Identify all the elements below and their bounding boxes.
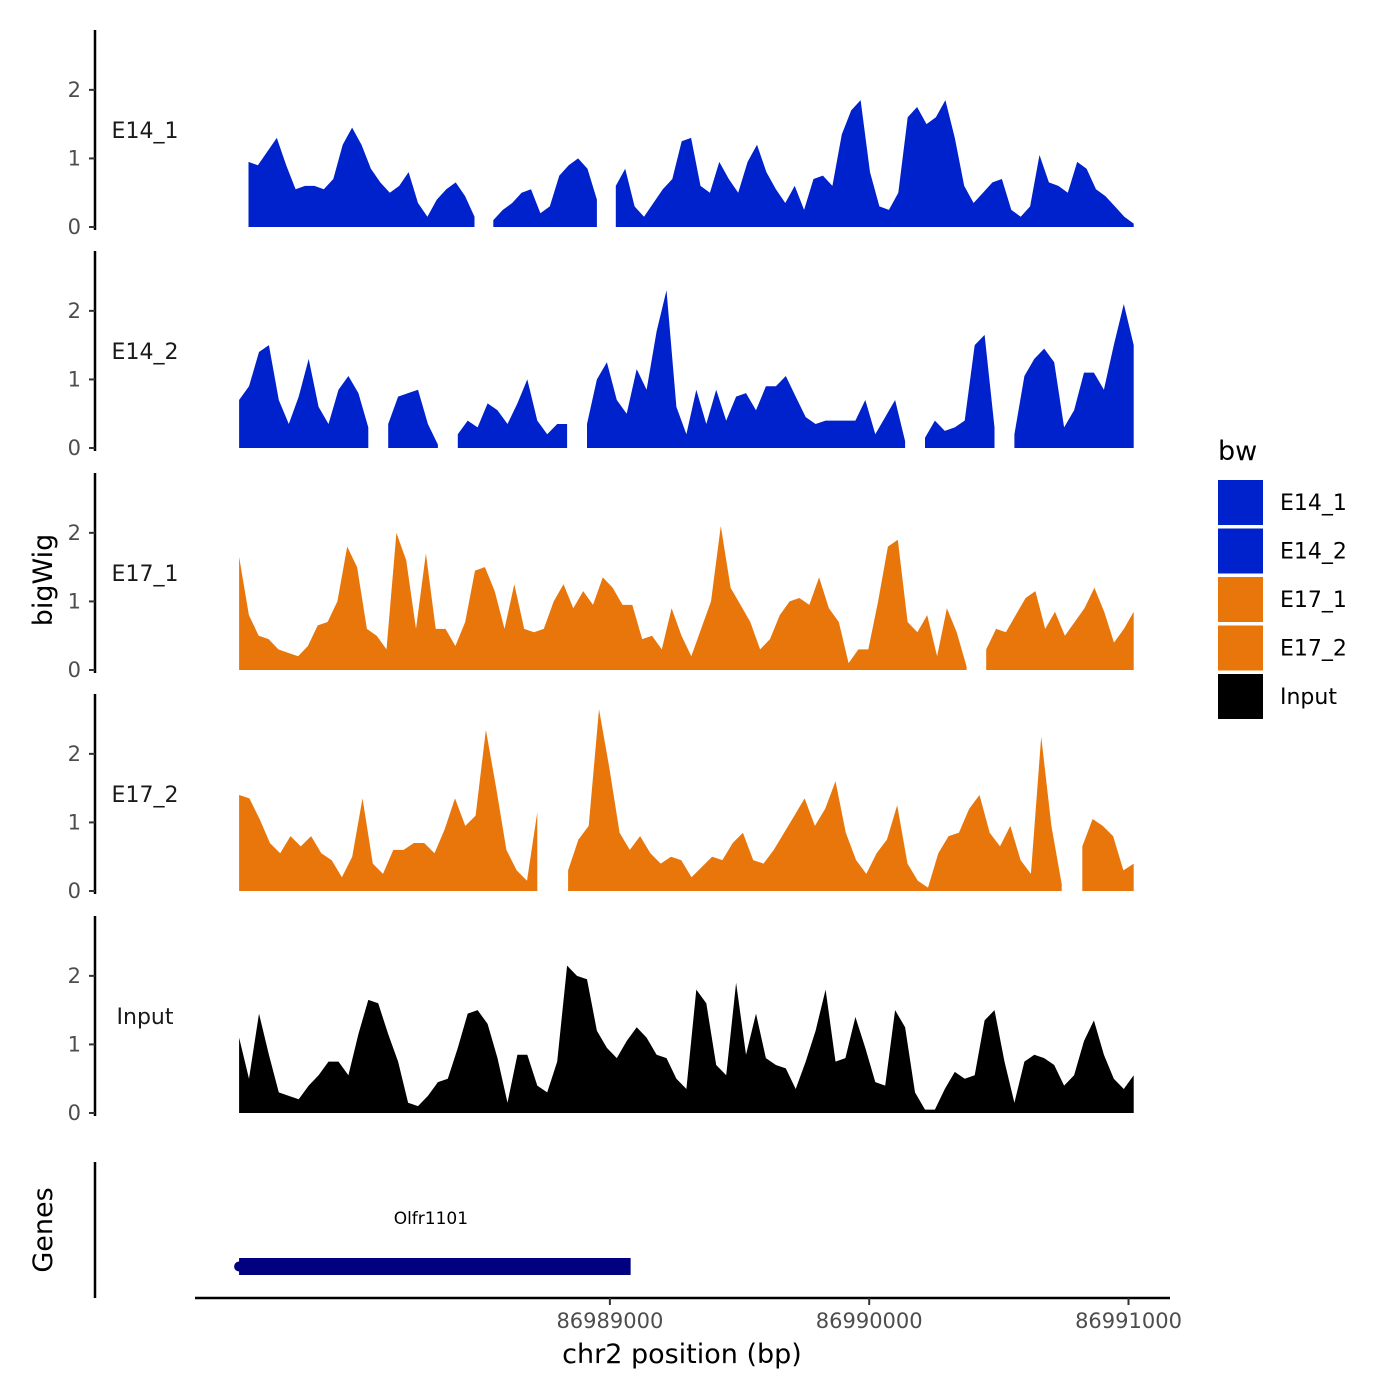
legend-label-Input: Input — [1280, 685, 1337, 710]
legend-label-E14_2: E14_2 — [1280, 540, 1347, 565]
track-label: E14_2 — [112, 340, 179, 365]
y-tick-label: 2 — [68, 521, 81, 545]
y-tick-label: 0 — [68, 215, 81, 239]
legend-swatch-E17_2 — [1218, 625, 1263, 671]
track-label: E17_1 — [112, 562, 179, 587]
signal-area-E14_2 — [239, 345, 369, 448]
signal-area-E17_1 — [986, 587, 1134, 670]
x-axis-title: chr2 position (bp) — [562, 1339, 802, 1370]
legend-label-E17_2: E17_2 — [1280, 637, 1347, 662]
y-tick-label: 0 — [68, 436, 81, 460]
legend-title: bw — [1218, 436, 1257, 467]
genes-track: Genes Olfr1101 — [28, 1162, 631, 1298]
track-label: Input — [117, 1005, 174, 1030]
signal-area-E14_1 — [615, 100, 1134, 227]
gene-marks: Olfr1101 — [234, 1209, 631, 1275]
legend: bw E14_1 E14_2 E17_1 E17_2 Input — [1218, 436, 1347, 719]
y-tick-label: 2 — [68, 964, 81, 988]
x-tick-label: 86991000 — [1075, 1309, 1182, 1333]
y-tick-label: 0 — [68, 1101, 81, 1125]
x-ticks: 86989000 86990000 86991000 — [556, 1298, 1182, 1333]
track-panels: 0 1 2 E14_1 0 1 2 E14_2 0 1 2 E17_1 0 1 2 E17_2 0 1 2 Input — [68, 30, 1134, 1125]
y-tick-label: 2 — [68, 299, 81, 323]
signal-area-E17_1 — [239, 526, 967, 670]
y-tick-label: 1 — [68, 146, 81, 170]
panel-E14_2: 0 1 2 E14_2 — [68, 251, 1134, 460]
signal-area-E14_2 — [457, 379, 568, 448]
gene-body — [239, 1258, 631, 1275]
signal-area-E14_2 — [1014, 304, 1134, 448]
legend-swatch-E14_2 — [1218, 528, 1263, 574]
signal-area-Input — [239, 965, 1134, 1113]
track-label: E17_2 — [112, 783, 179, 808]
y-tick-label: 0 — [68, 879, 81, 903]
panel-E17_1: 0 1 2 E17_1 — [68, 473, 1134, 682]
y-tick-label: 2 — [68, 78, 81, 102]
gene-strand-marker — [234, 1261, 245, 1272]
panel-Input: 0 1 2 Input — [68, 916, 1134, 1125]
y-tick-label: 2 — [68, 742, 81, 766]
legend-swatch-Input — [1218, 674, 1263, 719]
y-tick-label: 1 — [68, 589, 81, 613]
x-axis: 86989000 86990000 86991000 chr2 position (… — [195, 1296, 1182, 1370]
y-tick-label: 0 — [68, 658, 81, 682]
signal-area-E14_2 — [587, 290, 906, 448]
signal-area-E17_2 — [568, 709, 1062, 891]
signal-area-E17_2 — [1082, 819, 1134, 891]
y-tick-label: 1 — [68, 810, 81, 834]
legend-swatch-E14_1 — [1218, 480, 1263, 525]
y-tick-label: 1 — [68, 1032, 81, 1056]
panel-E17_2: 0 1 2 E17_2 — [68, 694, 1134, 903]
track-label: E14_1 — [112, 119, 179, 144]
x-tick-label: 86989000 — [556, 1309, 663, 1333]
legend-swatch-E17_1 — [1218, 577, 1263, 622]
genes-track-title: Genes — [28, 1187, 59, 1272]
signal-area-E17_2 — [239, 729, 538, 891]
x-tick-label: 86990000 — [816, 1309, 923, 1333]
legend-label-E14_1: E14_1 — [1280, 491, 1347, 516]
y-tick-label: 1 — [68, 367, 81, 391]
signal-area-E14_2 — [388, 389, 438, 448]
panel-E14_1: 0 1 2 E14_1 — [68, 30, 1134, 239]
y-axis-title: bigWig — [28, 534, 59, 627]
gene-label: Olfr1101 — [394, 1209, 468, 1229]
signal-area-E14_1 — [248, 127, 475, 227]
signal-area-E14_2 — [925, 334, 995, 448]
signal-area-E14_1 — [493, 158, 597, 227]
legend-label-E17_1: E17_1 — [1280, 588, 1347, 613]
